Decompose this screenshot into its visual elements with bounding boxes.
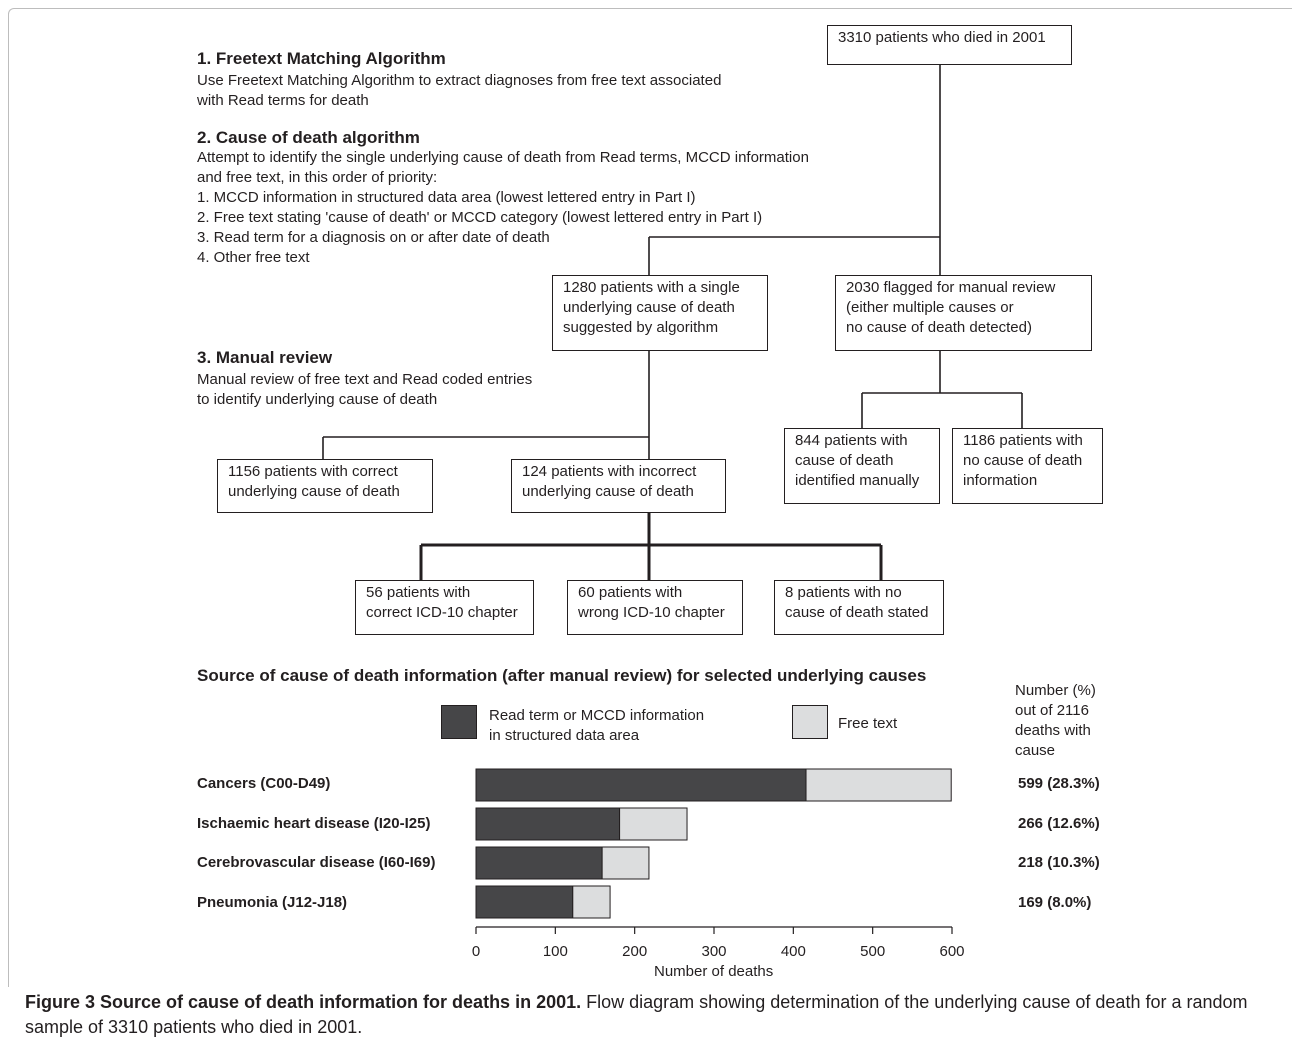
x-tick-label: 200 — [622, 943, 647, 960]
box-line: 844 patients with — [795, 432, 908, 449]
box-line: wrong ICD-10 chapter — [578, 604, 725, 621]
x-tick-label: 600 — [939, 943, 964, 960]
section-2-text-line: 3. Read term for a diagnosis on or after… — [197, 229, 550, 246]
section-2-text-line: and free text, in this order of priority… — [197, 169, 438, 186]
legend-label-structured-line: Read term or MCCD information — [489, 707, 705, 724]
total-value: 218 (10.3%) — [1018, 854, 1100, 871]
box-identified-manually: 844 patients with cause of death identif… — [784, 428, 940, 504]
bar-segment-free-text — [601, 846, 650, 880]
x-tick-label: 400 — [781, 943, 806, 960]
box-line: 124 patients with incorrect — [522, 463, 697, 480]
legend-label-free-text: Free text — [838, 715, 898, 732]
section-2-text-line: 1. MCCD information in structured data a… — [197, 189, 696, 206]
box-line: correct ICD-10 chapter — [366, 604, 518, 621]
totals-header-line: cause — [1015, 742, 1056, 759]
section-1-text-line: Use Freetext Matching Algorithm to extra… — [197, 72, 722, 89]
bar-segment-free-text — [805, 768, 952, 802]
box-line: identified manually — [795, 472, 920, 489]
bar-chart: 0 100 200 300 400 500 600 — [472, 768, 965, 960]
box-line: underlying cause of death — [228, 483, 400, 500]
box-no-cause-stated: 8 patients with no cause of death stated — [774, 580, 944, 635]
section-2-text-line: 4. Other free text — [197, 249, 310, 266]
total-value: 266 (12.6%) — [1018, 815, 1100, 832]
box-line: underlying cause of death — [522, 483, 694, 500]
bar-segment-structured — [475, 846, 603, 880]
section-3-title: 3. Manual review — [197, 348, 333, 367]
totals-header-line: Number (%) — [1015, 682, 1096, 699]
x-tick-label: 500 — [860, 943, 885, 960]
box-line: 60 patients with — [578, 584, 683, 601]
box-line: no cause of death — [963, 452, 1083, 469]
legend-swatch-structured — [441, 705, 477, 739]
caption-title: Figure 3 Source of cause of death inform… — [25, 992, 582, 1012]
box-line: no cause of death detected) — [846, 319, 1032, 336]
category-label: Cerebrovascular disease (I60-I69) — [197, 854, 436, 871]
totals-header-line: deaths with — [1015, 722, 1091, 739]
box-line: cause of death stated — [785, 604, 929, 621]
box-incorrect-cause: 124 patients with incorrect underlying c… — [511, 459, 726, 513]
bar-segment-structured — [475, 807, 621, 841]
caption-text: Flow diagram showing determination of th… — [25, 992, 1248, 1037]
x-tick-label: 0 — [472, 943, 480, 960]
section-2-text-line: 2. Free text stating 'cause of death' or… — [197, 209, 763, 226]
box-flagged-review: 2030 flagged for manual review (either m… — [835, 275, 1092, 351]
figure-frame — [8, 8, 1292, 987]
bar-segment-structured — [475, 885, 574, 919]
section-3-text-line: Manual review of free text and Read code… — [197, 371, 533, 388]
section-1-title: 1. Freetext Matching Algorithm — [197, 49, 446, 68]
box-line: 2030 flagged for manual review — [846, 279, 1056, 296]
box-correct-chapter: 56 patients with correct ICD-10 chapter — [355, 580, 534, 635]
box-wrong-chapter: 60 patients with wrong ICD-10 chapter — [567, 580, 743, 635]
x-axis-label: Number of deaths — [654, 963, 774, 980]
box-line: 3310 patients who died in 2001 — [838, 29, 1046, 46]
legend-swatch-free-text — [792, 705, 828, 739]
box-line: 56 patients with — [366, 584, 471, 601]
total-value: 169 (8.0%) — [1018, 894, 1092, 911]
section-1-text-line: with Read terms for death — [197, 92, 369, 109]
bar-segment-structured — [475, 768, 807, 802]
box-line: 1186 patients with — [963, 432, 1083, 449]
bar-segment-free-text — [572, 885, 611, 919]
box-no-cause-info: 1186 patients with no cause of death inf… — [952, 428, 1103, 504]
section-3-text-line: to identify underlying cause of death — [197, 391, 438, 408]
box-line: cause of death — [795, 452, 894, 469]
box-all-patients: 3310 patients who died in 2001 — [827, 25, 1072, 65]
legend-label-structured-line: in structured data area — [489, 727, 640, 744]
chart-title: Source of cause of death information (af… — [197, 666, 927, 685]
box-line: 1280 patients with a single — [563, 279, 740, 296]
category-label: Pneumonia (J12-J18) — [197, 894, 348, 911]
totals-header-line: out of 2116 — [1015, 702, 1089, 719]
box-line: 8 patients with no — [785, 584, 902, 601]
x-tick-label: 100 — [543, 943, 568, 960]
category-label: Cancers (C00-D49) — [197, 775, 331, 792]
section-2-text-line: Attempt to identify the single underlyin… — [197, 149, 809, 166]
box-line: (either multiple causes or — [846, 299, 1014, 316]
box-single-cause: 1280 patients with a single underlying c… — [552, 275, 768, 351]
x-tick-label: 300 — [701, 943, 726, 960]
box-line: suggested by algorithm — [563, 319, 719, 336]
section-2-title: 2. Cause of death algorithm — [197, 128, 420, 147]
flow-connectors — [322, 64, 1023, 580]
box-correct-cause: 1156 patients with correct underlying ca… — [217, 459, 433, 513]
box-line: information — [963, 472, 1038, 489]
total-value: 599 (28.3%) — [1018, 775, 1100, 792]
category-label: Ischaemic heart disease (I20-I25) — [197, 815, 431, 832]
bar-segment-free-text — [619, 807, 688, 841]
box-line: underlying cause of death — [563, 299, 735, 316]
figure-caption: Figure 3 Source of cause of death inform… — [25, 990, 1287, 1040]
box-line: 1156 patients with correct — [228, 463, 398, 480]
